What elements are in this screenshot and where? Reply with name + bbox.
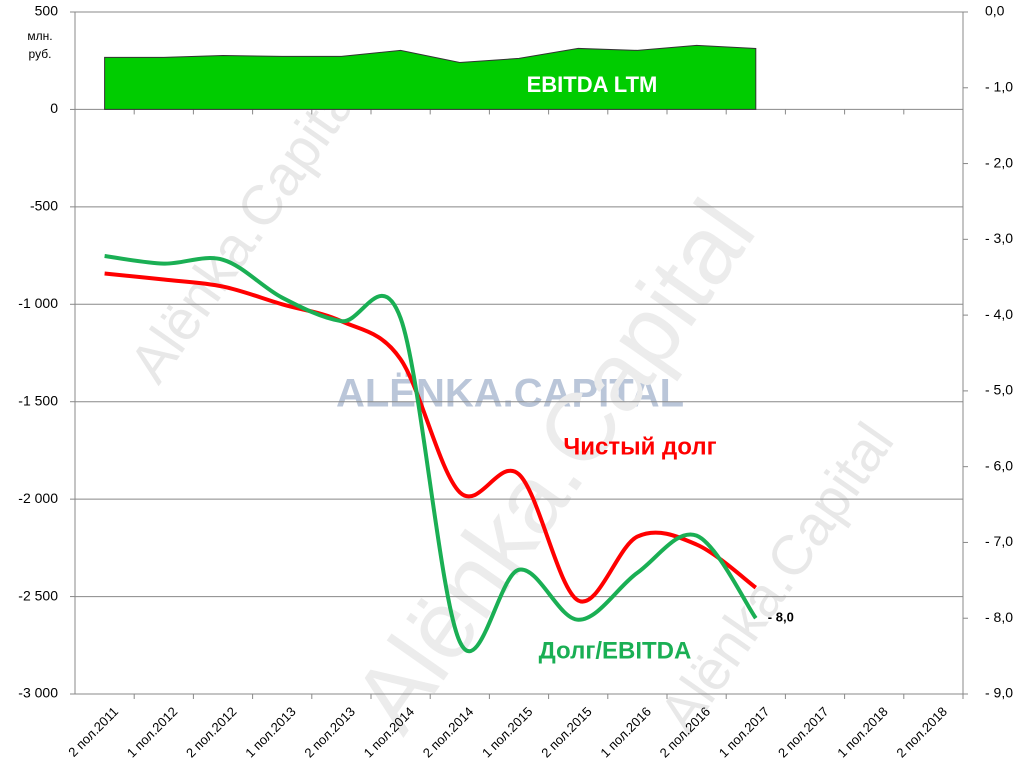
y2-tick-label: - 1,0 <box>985 78 1013 94</box>
x-tick-label: 2 пол.2015 <box>538 704 595 761</box>
x-tick-label: 1 пол.2015 <box>479 704 536 761</box>
y-tick-label: 500 <box>35 3 59 19</box>
x-tick-label: 2 пол.2011 <box>65 704 121 760</box>
x-tick-label: 1 пол.2018 <box>834 704 891 761</box>
y-tick-label: -2 500 <box>18 587 58 603</box>
x-tick-label: 2 пол.2017 <box>775 704 832 761</box>
watermark: ALËNKA.CAPITAL <box>336 372 684 416</box>
watermark: Alёnka.Capital <box>117 61 376 393</box>
y2-tick-label: - 7,0 <box>985 533 1013 549</box>
series-label: Чистый долг <box>563 433 716 460</box>
x-tick-label: 2 пол.2012 <box>183 704 240 761</box>
series-label: Долг/EBITDA <box>539 637 692 664</box>
y-tick-label: -3 000 <box>18 685 58 701</box>
y2-tick-label: - 2,0 <box>985 154 1013 170</box>
y-tick-label: -500 <box>30 198 58 214</box>
line <box>104 254 758 654</box>
y-tick-label: 0 <box>50 100 58 116</box>
x-tick-label: 1 пол.2017 <box>716 704 773 761</box>
line <box>104 271 757 604</box>
y2-tick-label: - 4,0 <box>985 306 1013 322</box>
x-tick-label: 1 пол.2012 <box>124 704 181 761</box>
x-tick-label: 1 пол.2013 <box>242 704 299 761</box>
y-tick-label: -1 000 <box>18 295 58 311</box>
y-tick-label: -1 500 <box>18 392 58 408</box>
x-tick-label: 1 пол.2016 <box>597 704 654 761</box>
x-tick-label: 2 пол.2018 <box>893 704 950 761</box>
watermark: Alёnka.Capital <box>647 411 906 743</box>
y2-tick-label: - 3,0 <box>985 230 1013 246</box>
y2-tick-label: 0,0 <box>985 3 1005 19</box>
y2-tick-label: - 8,0 <box>985 609 1013 625</box>
y-unit: млн. руб. <box>27 29 52 61</box>
watermarks: ALËNKA.CAPITAL Alёnka.Capital Alёnka.Cap… <box>117 61 906 750</box>
data-label: - 8,0 <box>768 610 794 625</box>
y2-tick-label: - 6,0 <box>985 457 1013 473</box>
y-tick-label: -2 000 <box>18 490 58 506</box>
x-tick-label: 2 пол.2013 <box>301 704 358 761</box>
series-label: EBITDA LTM <box>527 72 658 97</box>
area <box>104 44 757 110</box>
y2-tick-label: - 5,0 <box>985 382 1013 398</box>
y2-tick-label: - 9,0 <box>985 685 1013 701</box>
